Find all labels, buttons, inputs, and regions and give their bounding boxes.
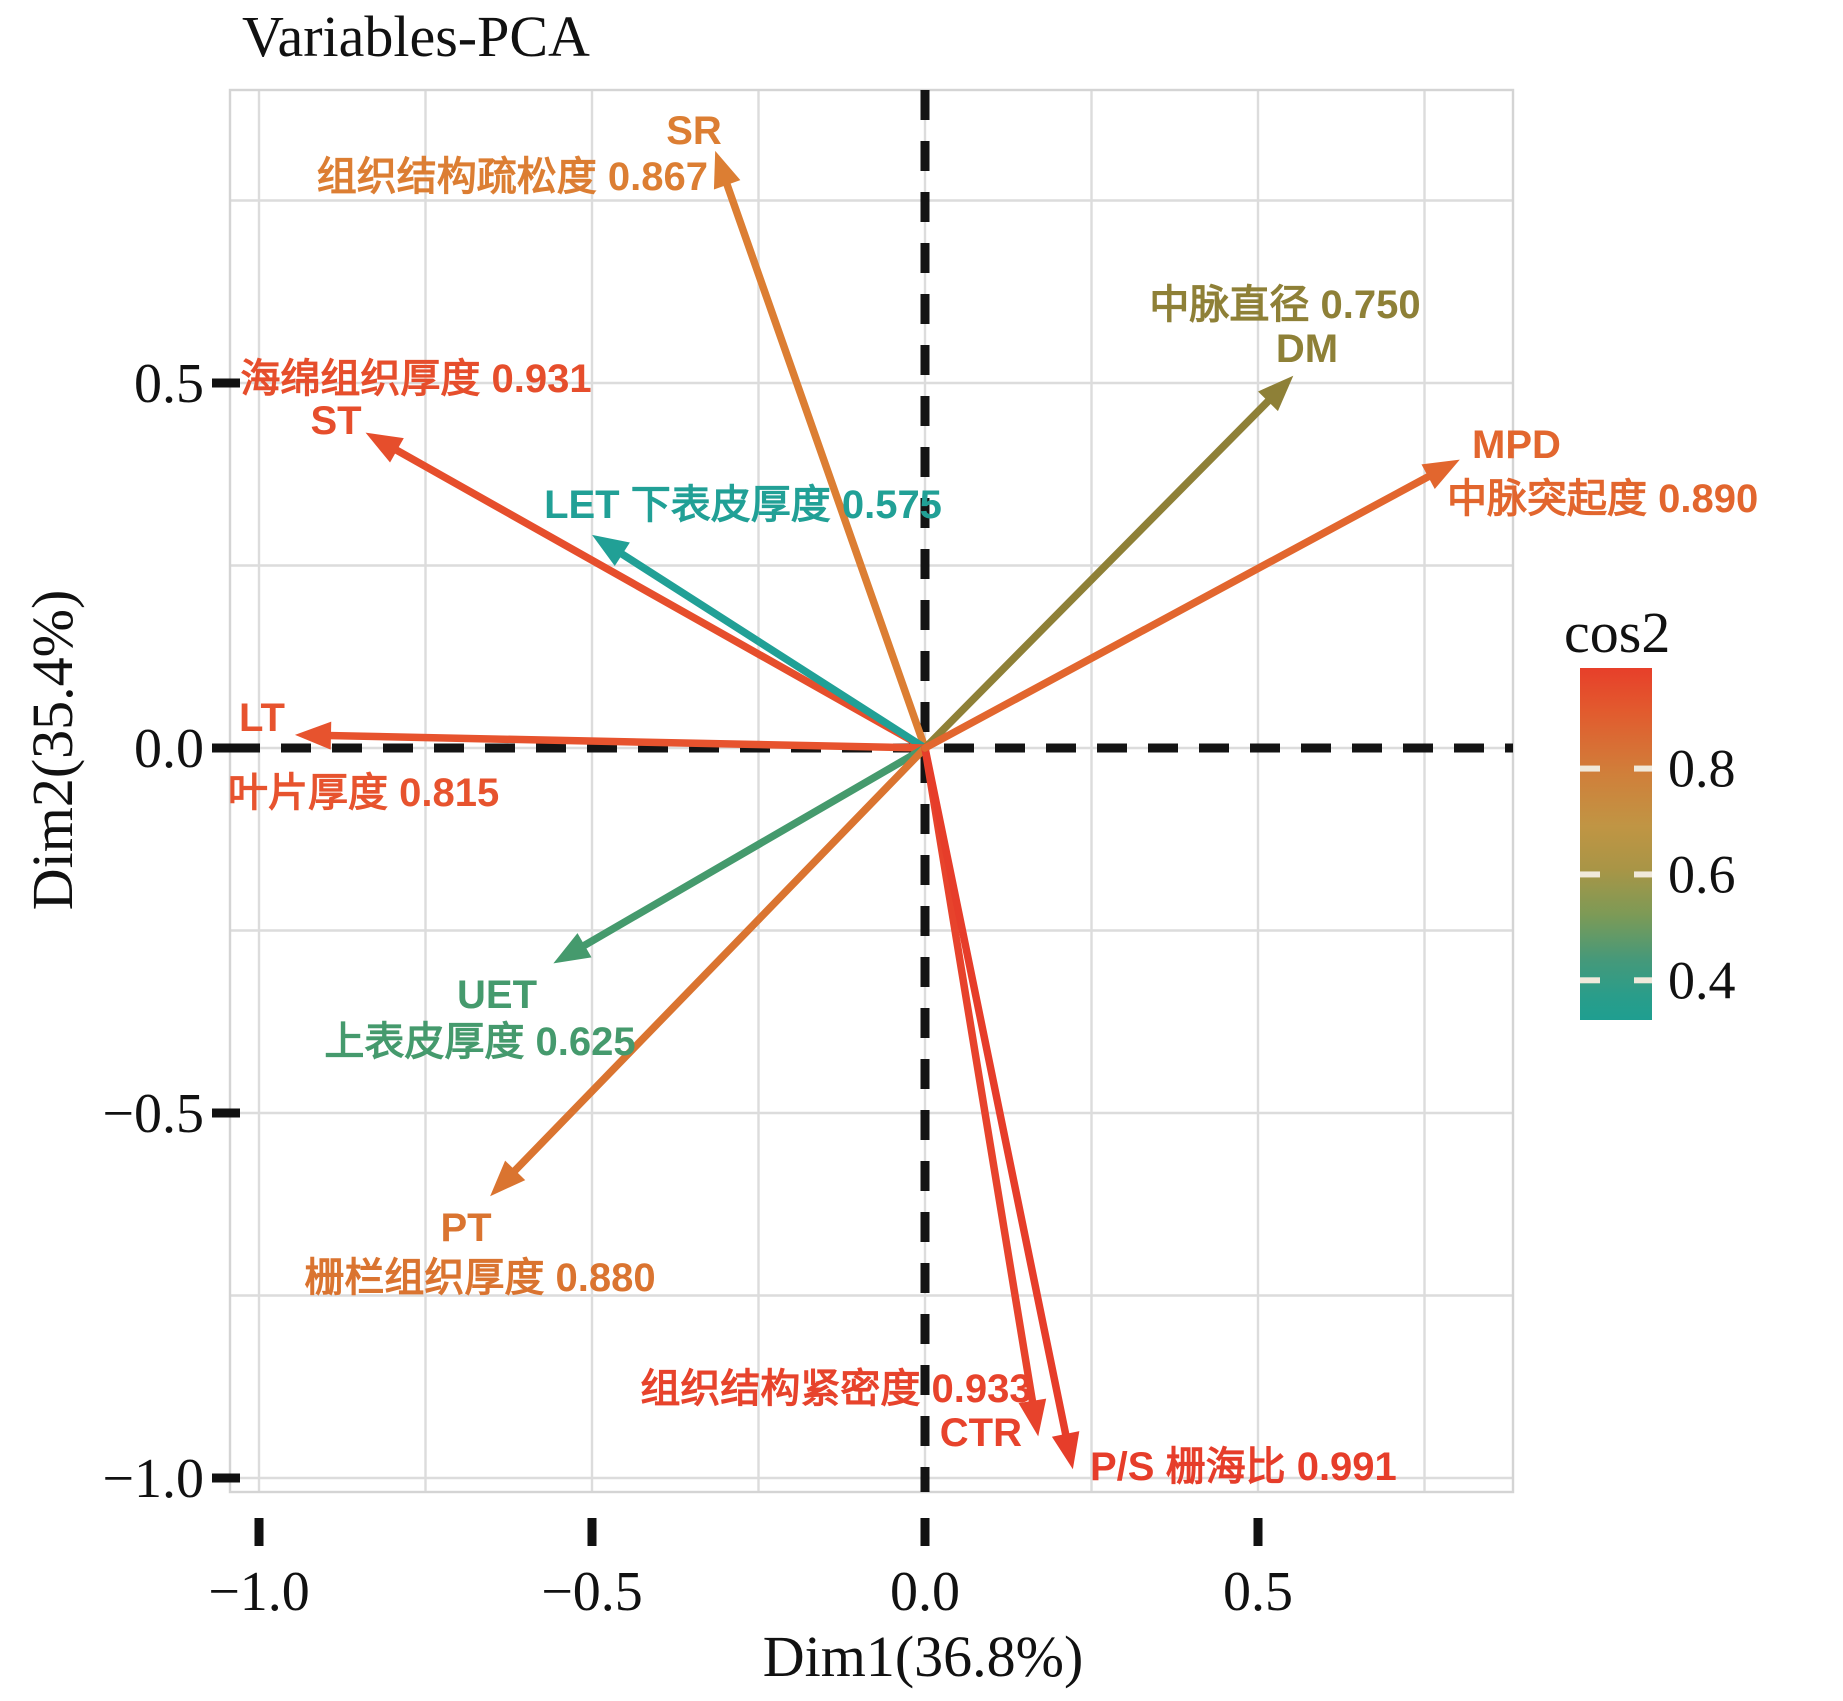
x-tick-mark bbox=[254, 1518, 264, 1546]
y-axis-title: Dim2(35.4%) bbox=[20, 590, 85, 911]
x-tick-label: −1.0 bbox=[208, 1561, 310, 1623]
y-tick-mark bbox=[212, 1473, 240, 1483]
legend-tick-mark bbox=[1634, 871, 1652, 878]
variable-arrow-UET bbox=[553, 744, 929, 964]
legend-tick-label: 0.6 bbox=[1668, 844, 1736, 904]
arrow-head bbox=[1421, 459, 1460, 490]
arrow-head bbox=[294, 721, 332, 750]
x-tick-mark bbox=[587, 1518, 597, 1546]
gridlines bbox=[228, 88, 1515, 1494]
plot-panel bbox=[230, 90, 1513, 1492]
arrow-shaft bbox=[379, 438, 929, 752]
y-tick-label: 0.0 bbox=[134, 718, 204, 780]
arrow-shaft bbox=[500, 744, 929, 1186]
arrow-shaft bbox=[718, 165, 929, 752]
panel-background bbox=[230, 90, 1513, 1492]
variable-label-CTR: 组织结构紧密度 0.933 bbox=[640, 1367, 1031, 1411]
panel-border bbox=[228, 88, 1515, 1494]
variable-arrow-LT bbox=[294, 721, 929, 752]
variable-label-UET: 上表皮厚度 0.625 bbox=[324, 1020, 635, 1064]
arrow-shaft bbox=[566, 744, 929, 958]
legend-tick-mark bbox=[1580, 977, 1600, 984]
variable-label-PT: PT bbox=[440, 1206, 491, 1250]
variable-arrow-DM bbox=[921, 375, 1294, 752]
arrow-head bbox=[592, 534, 630, 567]
variable-label-DM: 中脉直径 0.750 bbox=[1149, 283, 1420, 327]
y-tick-mark bbox=[212, 378, 240, 388]
variable-label-LET: LET 下表皮厚度 0.575 bbox=[544, 483, 942, 527]
y-tick-mark bbox=[212, 1108, 240, 1118]
variable-label-P/S: P/S 栅海比 0.991 bbox=[1090, 1445, 1397, 1489]
arrow-shaft bbox=[921, 744, 1073, 1454]
arrow-head bbox=[490, 1160, 526, 1197]
arrow-head bbox=[1258, 375, 1294, 412]
arrow-shaft bbox=[921, 744, 1039, 1421]
variable-arrow-LET bbox=[592, 534, 929, 752]
arrow-shaft bbox=[921, 386, 1283, 752]
variable-label-ST: ST bbox=[310, 399, 361, 443]
legend-title: cos2 bbox=[1564, 600, 1670, 665]
legend-tick-mark bbox=[1634, 765, 1652, 772]
x-axis-title: Dim1(36.8%) bbox=[763, 1624, 1084, 1689]
y-tick-label: −0.5 bbox=[102, 1083, 204, 1145]
cos2-colorbar-legend: 0.8 0.6 0.4 bbox=[1580, 668, 1736, 1020]
y-tick-label: 0.5 bbox=[134, 353, 204, 415]
variable-label-MPD: 中脉突起度 0.890 bbox=[1447, 477, 1758, 521]
variable-label-LT: LT bbox=[239, 696, 285, 740]
arrow-shaft bbox=[311, 731, 929, 752]
variable-arrow-ST bbox=[365, 432, 929, 752]
legend-tick-label: 0.4 bbox=[1668, 950, 1736, 1010]
variable-label-CTR: CTR bbox=[940, 1411, 1022, 1455]
variable-label-SR: 组织结构疏松度 0.867 bbox=[317, 155, 708, 199]
x-tick-label: 0.0 bbox=[890, 1561, 960, 1623]
x-tick-mark bbox=[1253, 1518, 1263, 1546]
arrow-shaft bbox=[605, 541, 929, 752]
legend-tick-mark bbox=[1580, 871, 1600, 878]
arrow-head bbox=[713, 150, 741, 190]
variable-arrow-PT bbox=[490, 744, 929, 1197]
variable-label-SR: SR bbox=[666, 109, 722, 153]
x-tick-label: 0.5 bbox=[1223, 1561, 1293, 1623]
arrow-head bbox=[1051, 1431, 1080, 1470]
x-tick-label: −0.5 bbox=[541, 1561, 643, 1623]
plot-title: Variables-PCA bbox=[242, 4, 590, 69]
y-tick-label: −1.0 bbox=[102, 1448, 204, 1510]
y-tick-mark bbox=[212, 743, 240, 753]
variable-label-DM: DM bbox=[1276, 327, 1338, 371]
legend-tick-mark bbox=[1634, 977, 1652, 984]
variable-label-PT: 栅栏组织厚度 0.880 bbox=[304, 1256, 655, 1300]
x-tick-mark bbox=[920, 1518, 930, 1546]
variable-label-LT: 叶片厚度 0.815 bbox=[228, 771, 499, 815]
variable-label-MPD: MPD bbox=[1472, 423, 1561, 467]
variable-label-UET: UET bbox=[457, 973, 537, 1017]
legend-tick-label: 0.8 bbox=[1668, 739, 1736, 799]
legend-tick-mark bbox=[1580, 765, 1600, 772]
legend-colorbar bbox=[1580, 668, 1652, 1020]
variable-arrow-CTR bbox=[921, 744, 1047, 1437]
variable-arrows bbox=[294, 150, 1460, 1470]
variable-arrow-SR bbox=[713, 150, 929, 752]
arrow-shaft bbox=[921, 465, 1446, 752]
arrow-head bbox=[1018, 1398, 1047, 1437]
variable-label-ST: 海绵组织厚度 0.931 bbox=[240, 357, 591, 401]
arrow-head bbox=[365, 432, 404, 463]
variable-arrow-P/S bbox=[921, 744, 1080, 1470]
variable-arrow-MPD bbox=[921, 459, 1460, 752]
axis-ticks: −1.0 −0.5 0.0 0.5 0.5 0.0 −0.5 −1.0 bbox=[102, 353, 1293, 1623]
arrow-head bbox=[553, 933, 592, 964]
